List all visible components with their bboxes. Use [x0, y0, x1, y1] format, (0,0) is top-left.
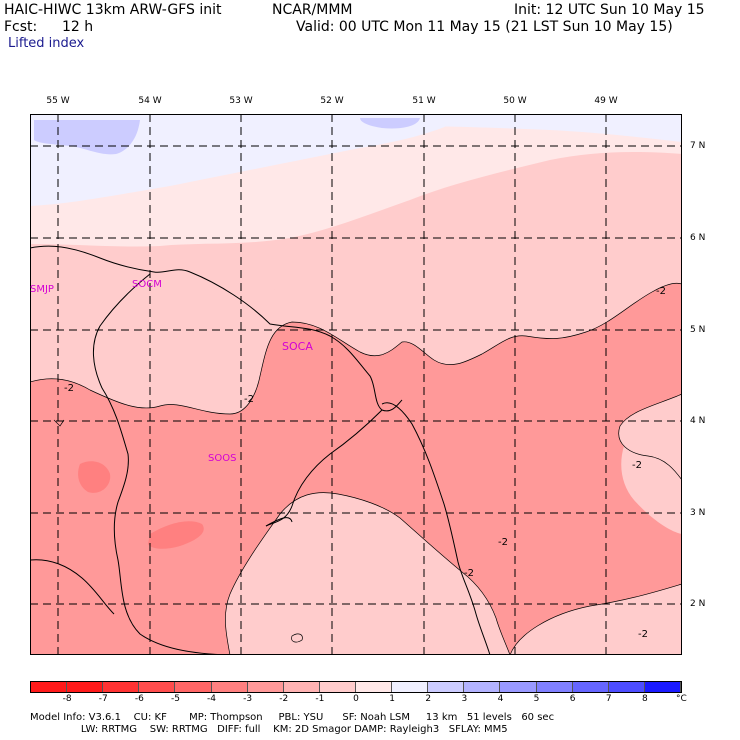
station-label: SMJP: [30, 284, 54, 295]
colorbar-segment: [392, 682, 429, 692]
field-fill-medium: [30, 283, 682, 655]
colorbar-segment: [67, 682, 104, 692]
contour-label: -2: [632, 460, 642, 471]
contour-label: -2: [464, 568, 474, 579]
station-label: SOCA: [282, 340, 313, 353]
lon-label: 49 W: [594, 96, 618, 106]
lat-label: 7 N: [690, 141, 706, 151]
lon-label: 52 W: [320, 96, 344, 106]
colorbar-tick-label: 1: [389, 694, 395, 704]
border-line: [265, 517, 293, 527]
colorbar-tick-label: 8: [642, 694, 648, 704]
colorbar-segment: [247, 682, 284, 692]
field-fill-light: [618, 394, 682, 480]
lat-label: 4 N: [690, 416, 706, 426]
border-line: [265, 409, 383, 527]
colorbar-tick-label: -6: [134, 694, 144, 704]
colorbar: [30, 681, 682, 693]
colorbar-tick-label: 5: [533, 694, 540, 704]
border-line: [30, 559, 115, 615]
coastline: [30, 245, 403, 412]
field-fill-light: [142, 263, 279, 381]
colorbar-tick-label: 4: [497, 694, 504, 704]
lon-label: 53 W: [229, 96, 253, 106]
contour-label: -2: [498, 537, 508, 548]
colorbar-tick-label: 2: [425, 694, 432, 704]
contour-line: [509, 583, 682, 655]
field-fill-dark: [78, 461, 111, 493]
forecast-label: Fcst:: [4, 19, 38, 35]
colorbar-segment: [428, 682, 465, 692]
colorbar-segment: [572, 682, 609, 692]
contour-line: [225, 492, 511, 655]
contour-label: -2: [244, 394, 254, 405]
colorbar-tick-label: -5: [170, 694, 180, 704]
contour-label: -2: [638, 629, 648, 640]
border-line: [381, 402, 491, 655]
colorbar-segment: [319, 682, 356, 692]
contour-line: [618, 393, 682, 481]
colorbar-segment: [464, 682, 501, 692]
lon-label: 54 W: [138, 96, 162, 106]
field-fill-positive: [30, 114, 470, 206]
forecast-hours: 12 h: [62, 19, 94, 35]
org-label: NCAR/MMM: [272, 2, 353, 18]
contour-line: [30, 282, 682, 415]
colorbar-tick-label: -4: [207, 694, 217, 704]
field-fill-light: [225, 492, 510, 655]
model-info-line2: LW: RRTMG SW: RRTMG DIFF: full KM: 2D Sm…: [30, 724, 508, 735]
model-title: HAIC-HIWC 13km ARW-GFS init: [4, 2, 222, 18]
model-info-line1: Model Info: V3.6.1 CU: KF MP: Thompson P…: [30, 712, 555, 723]
colorbar-tick-label: -2: [279, 694, 289, 704]
lat-label: 5 N: [690, 325, 706, 335]
colorbar-segment: [608, 682, 645, 692]
field-fill-light: [30, 244, 157, 382]
colorbar-tick-label: -3: [243, 694, 253, 704]
lon-label: 55 W: [46, 96, 70, 106]
colorbar-segment: [175, 682, 212, 692]
colorbar-segment: [103, 682, 140, 692]
colorbar-segment: [211, 682, 248, 692]
field-fill-blue: [360, 118, 420, 129]
field-fill-dark: [148, 521, 204, 549]
lon-label: 50 W: [503, 96, 527, 106]
colorbar-tick-label: -7: [98, 694, 108, 704]
colorbar-segment: [644, 682, 681, 692]
field-name: Lifted index: [8, 36, 85, 51]
colorbar-segment: [536, 682, 573, 692]
lat-label: 2 N: [690, 599, 706, 609]
lat-label: 6 N: [690, 233, 706, 243]
lifted-index-map: [30, 114, 682, 655]
station-label: SOOS: [208, 453, 237, 464]
lon-label: 51 W: [412, 96, 436, 106]
colorbar-segment: [355, 682, 393, 692]
colorbar-segment: [283, 682, 320, 692]
lat-label: 3 N: [690, 508, 706, 518]
colorbar-unit: °C: [676, 694, 687, 704]
contour-line: [291, 633, 303, 643]
colorbar-segment: [31, 682, 68, 692]
field-fill-light: [510, 584, 682, 655]
contour-label: -2: [656, 286, 666, 297]
valid-time: Valid: 00 UTC Mon 11 May 15 (21 LST Sun …: [296, 19, 673, 35]
colorbar-segment: [500, 682, 537, 692]
contour-label: -2: [64, 383, 74, 394]
station-label: SOCM: [132, 279, 162, 290]
colorbar-tick-label: 3: [461, 694, 468, 704]
colorbar-tick-label: 0: [353, 694, 359, 704]
map-frame: [30, 114, 682, 655]
colorbar-tick-label: 6: [569, 694, 576, 704]
colorbar-segment: [139, 682, 176, 692]
init-time: Init: 12 UTC Sun 10 May 15: [514, 2, 705, 18]
contour-line: [53, 419, 65, 427]
colorbar-tick-label: -8: [62, 694, 72, 704]
colorbar-tick-label: 7: [605, 694, 612, 704]
colorbar-tick-label: -1: [315, 694, 325, 704]
border-line: [92, 273, 231, 655]
